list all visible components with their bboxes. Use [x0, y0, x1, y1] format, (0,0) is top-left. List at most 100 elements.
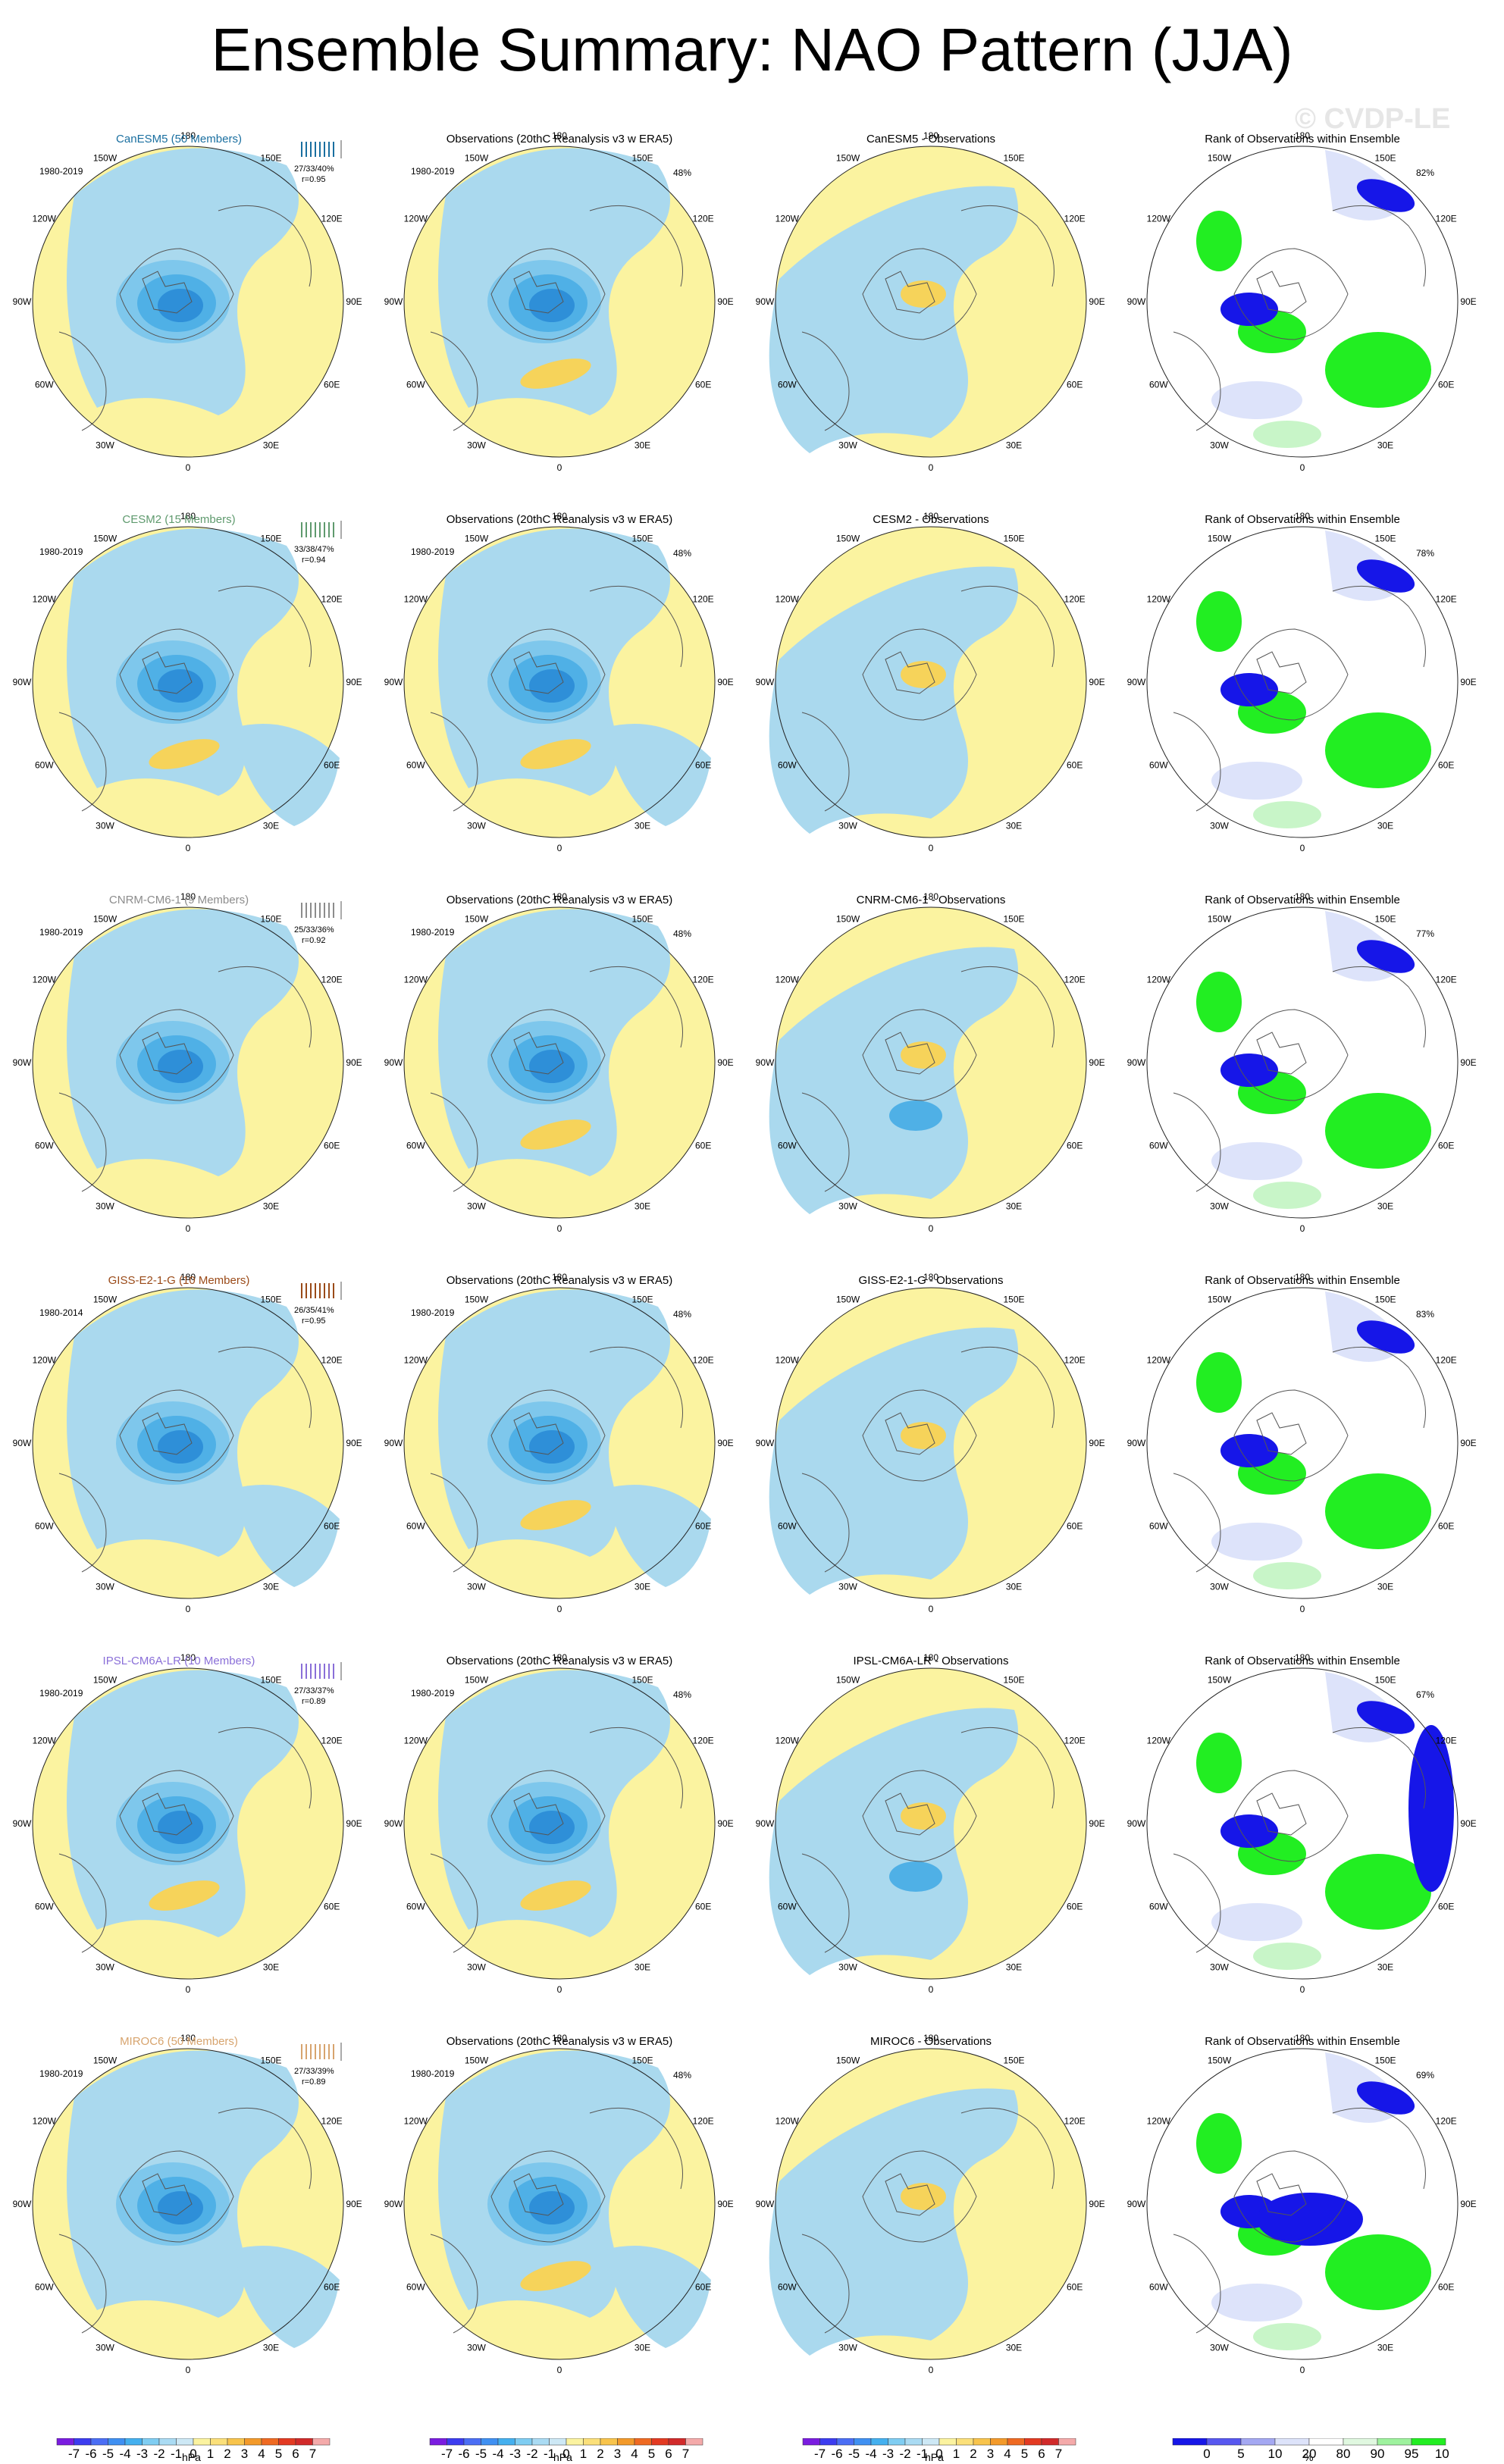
lon-label: 60E [1438, 1902, 1454, 1912]
lon-label: 90W [1127, 296, 1146, 307]
map-border [1146, 906, 1459, 1219]
panel-model: 180 150E 120E 90E 60E 30E 0 30W 60W 90W 120W 150W MI… [0, 2012, 376, 2394]
colorbar-swatch [668, 2437, 686, 2446]
coastline [218, 205, 312, 287]
lon-label: 150W [1208, 152, 1232, 163]
lon-label: 90E [717, 296, 733, 307]
lon-label: 90E [346, 1818, 362, 1829]
lon-label: 60W [35, 1521, 54, 1532]
lon-label: 0 [1300, 1604, 1305, 1614]
lon-label: 120W [776, 594, 800, 605]
coastline [430, 1092, 478, 1192]
colorbar-tick: -3 [509, 2447, 521, 2460]
panel-title: Rank of Observations within Ensemble [1205, 513, 1400, 526]
stat-percentiles: 27/33/39% [294, 2067, 334, 2076]
lon-label: 90W [13, 2199, 32, 2209]
lon-label: 60E [695, 1141, 711, 1151]
panel-title: IPSL-CM6A-LR (10 Members) [102, 1655, 255, 1667]
lon-label: 30E [1006, 440, 1022, 451]
lon-label: 150E [631, 1294, 653, 1304]
panel-rank: 180 150E 120E 90E 60E 30E 0 30W 60W 90W 120W 150W Ra… [1114, 871, 1490, 1252]
lon-label: 90W [384, 677, 403, 687]
lon-label: 60W [406, 380, 425, 390]
map-border [32, 2048, 344, 2360]
lon-label: 90W [13, 677, 32, 687]
rank-percent: 67% [1416, 1689, 1435, 1700]
polar-map-model: 180 150E 120E 90E 60E 30E 0 30W 60W 90W 120W 150W [13, 1652, 362, 1995]
lon-label: 150W [93, 913, 118, 924]
lon-label: 30E [1006, 2343, 1022, 2353]
rank-5-20 [1211, 762, 1302, 800]
coastline [1233, 2150, 1349, 2243]
greenland-coastline [1256, 1792, 1307, 1836]
colorbar-tick: 0 [935, 2447, 942, 2460]
lon-label: 180 [923, 1272, 938, 1282]
rank-0-5 [1356, 179, 1415, 212]
colorbar-tick: -1 [916, 2447, 928, 2460]
colorbar-tick: 4 [258, 2447, 265, 2460]
negative-region [769, 1708, 1018, 1975]
coastline [1173, 2234, 1221, 2334]
lon-label: 150W [93, 533, 118, 543]
panel-diff: 180 150E 120E 90E 60E 30E 0 30W 60W 90W 120W 150W CN… [743, 871, 1119, 1252]
colorbar-tick: -5 [102, 2447, 114, 2460]
lon-label: 150E [1003, 1294, 1024, 1304]
colorbar-tick: 100 [1435, 2447, 1449, 2460]
lon-label: 60E [1438, 2282, 1454, 2293]
map-border [775, 1667, 1087, 1980]
lon-label: 90E [1460, 2199, 1476, 2209]
polar-map-obs: 180 150E 120E 90E 60E 30E 0 30W 60W 90W 120W 150W [384, 1272, 734, 1614]
lon-label: 60W [35, 1141, 54, 1151]
negative-region [233, 724, 340, 826]
greenland-coastline [142, 271, 193, 314]
lon-label: 90E [717, 1818, 733, 1829]
lon-label: 120W [404, 1736, 428, 1746]
lon-label: 30W [467, 1962, 486, 1973]
coastline [1173, 1853, 1221, 1953]
map-layers [32, 2048, 344, 2360]
map-layers [403, 526, 716, 838]
map-layers [32, 1667, 344, 1980]
lon-label: 60E [1067, 1902, 1083, 1912]
period-label: 1980-2019 [39, 166, 83, 177]
map-layers [1146, 2048, 1459, 2360]
lon-label: 120E [1436, 1355, 1457, 1366]
period-label: 1980-2019 [39, 546, 83, 557]
coastline [119, 1009, 234, 1101]
greenland-coastline [1256, 1412, 1307, 1455]
colorbar-swatch [261, 2437, 279, 2446]
lon-label: 150W [465, 1674, 489, 1685]
map-layers [1146, 1667, 1459, 1980]
map-layers [769, 906, 1087, 1219]
ensemble-spread-glyph [301, 901, 342, 919]
colorbar-tick: -1 [171, 2447, 182, 2460]
negative-region [605, 724, 711, 826]
coastline [1173, 1092, 1221, 1192]
map-layers [769, 2048, 1087, 2360]
colorbar-swatch [74, 2437, 92, 2446]
map-layers [403, 906, 716, 1219]
map-layers [769, 1667, 1087, 1980]
lon-label: 90E [346, 2199, 362, 2209]
lon-label: 120E [1436, 2116, 1457, 2127]
lon-label: 120W [404, 214, 428, 224]
panel-rank: 180 150E 120E 90E 60E 30E 0 30W 60W 90W 120W 150W Ra… [1114, 110, 1490, 491]
lon-label: 60E [1438, 1141, 1454, 1151]
map-border [775, 146, 1087, 458]
lon-label: 120E [693, 594, 714, 605]
coastline [801, 331, 850, 431]
colorbar-swatch [446, 2437, 465, 2446]
greenland-coastline [513, 1792, 564, 1836]
lon-label: 60W [1149, 380, 1168, 390]
lon-label: 180 [923, 891, 938, 902]
high-contour [520, 358, 591, 389]
coastline [490, 2150, 606, 2243]
lon-label: 120W [1147, 1736, 1171, 1746]
colorbar-hpa-2: -7 -6 -5 -4 -3 -2 -1 0 1 2 3 4 5 6 7 [426, 2437, 707, 2464]
rank-95-100 [1325, 332, 1431, 408]
map-border [775, 2048, 1087, 2360]
coastline [58, 331, 107, 431]
lon-label: 150W [836, 1294, 860, 1304]
coastline [1332, 2107, 1426, 2190]
lon-label: 150E [631, 2055, 653, 2065]
